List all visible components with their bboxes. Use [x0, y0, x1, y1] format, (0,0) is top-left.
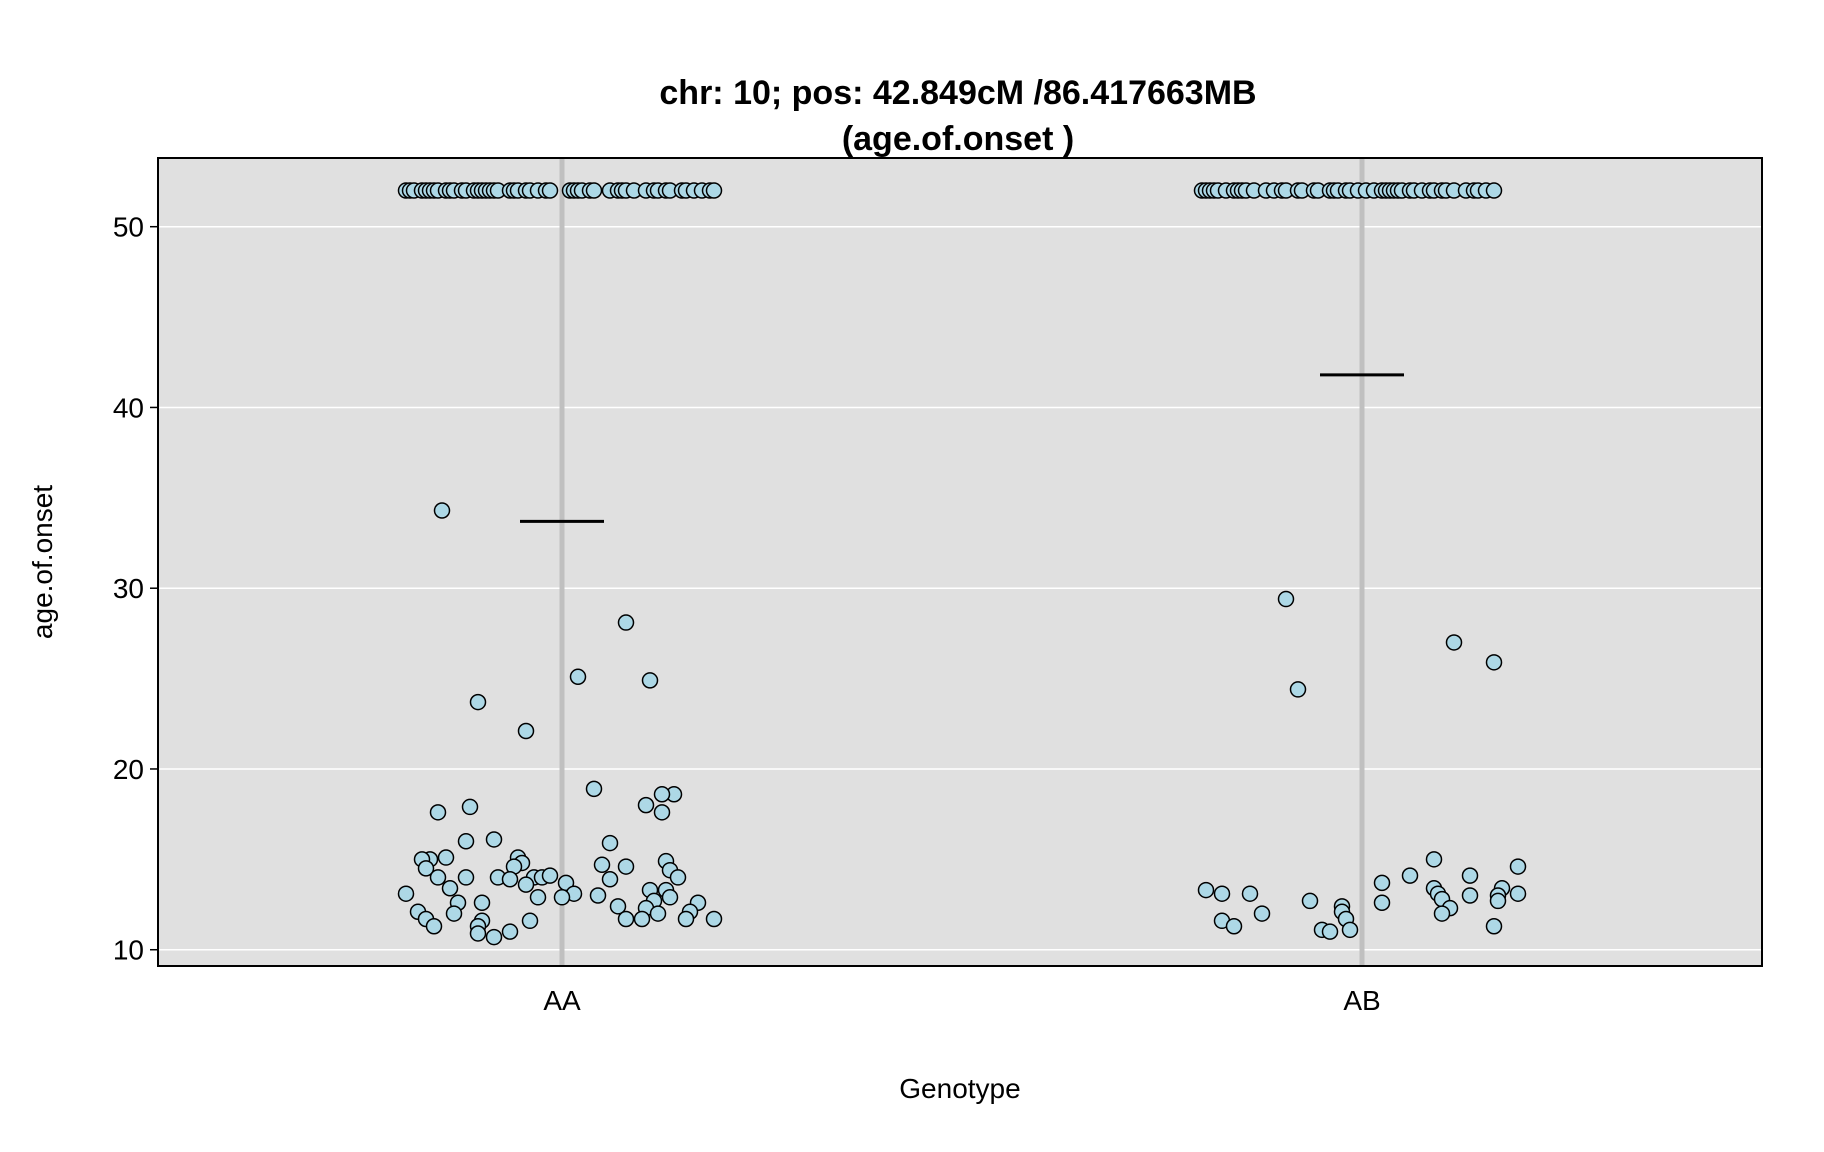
- point-AA-51: [617, 614, 635, 631]
- point-AA-62: [653, 804, 671, 821]
- y-axis-label: age.of.onset: [27, 485, 58, 639]
- chart-title-line2: (age.of.onset ): [842, 120, 1074, 158]
- point-AB-46: [1277, 590, 1295, 608]
- point-AA-99: [473, 894, 491, 911]
- point-AB-47: [1445, 634, 1463, 651]
- point-AA-88: [441, 880, 459, 897]
- point-AB-63: [1509, 885, 1527, 902]
- x-tick-label-AB: AB: [1343, 985, 1380, 1016]
- point-AB-57: [1197, 881, 1215, 899]
- x-tick-label-AA: AA: [543, 985, 581, 1016]
- point-AB-71: [1253, 905, 1271, 922]
- point-AB-72: [1433, 905, 1451, 922]
- mean-lines: [520, 373, 1404, 523]
- point-AA-78: [457, 869, 475, 886]
- point-AB-65: [1489, 892, 1507, 910]
- point-AA-96: [661, 889, 679, 906]
- point-AA-63: [485, 831, 503, 848]
- y-tick-label-20: 20: [113, 754, 144, 785]
- gridlines: [158, 225, 1762, 951]
- point-AB-75: [1225, 917, 1243, 935]
- point-AB-59: [1241, 885, 1259, 902]
- point-AB-79: [1321, 923, 1339, 940]
- point-AA-100: [609, 898, 627, 915]
- point-AB-54: [1373, 874, 1391, 892]
- point-AA-33: [585, 182, 603, 199]
- point-AA-118: [501, 923, 519, 940]
- point-AA-68: [437, 849, 455, 866]
- point-AA-52: [569, 668, 587, 686]
- point-AB-78: [1341, 921, 1359, 939]
- point-AA-110: [617, 910, 635, 928]
- point-AA-49: [705, 182, 723, 199]
- point-AA-112: [677, 910, 695, 928]
- point-AA-60: [461, 798, 479, 816]
- point-AA-80: [501, 870, 519, 888]
- point-AA-83: [541, 867, 559, 884]
- plot-frame: [157, 157, 1763, 967]
- point-AB-50: [1425, 851, 1443, 868]
- point-AB-66: [1301, 892, 1319, 910]
- point-AB-45: [1485, 182, 1503, 199]
- point-AA-58: [653, 786, 671, 803]
- point-AB-61: [1461, 887, 1479, 904]
- point-AA-61: [429, 804, 447, 821]
- point-AB-53: [1401, 867, 1419, 884]
- chart-title-line1: chr: 10; pos: 42.849cM /86.417663MB: [659, 74, 1256, 112]
- point-AA-64: [457, 833, 475, 850]
- point-AA-109: [521, 912, 539, 930]
- y-tick-label-50: 50: [113, 212, 144, 243]
- point-AA-93: [529, 889, 547, 906]
- x-axis-ticks: AA AB: [543, 985, 1380, 1016]
- x-axis-label: Genotype: [899, 1073, 1020, 1104]
- point-AA-117: [485, 928, 503, 946]
- plot-panel: [158, 158, 1762, 966]
- point-AA-84: [601, 870, 619, 888]
- point-AB-67: [1373, 894, 1391, 911]
- point-AA-111: [633, 910, 651, 928]
- point-AB-58: [1213, 885, 1231, 902]
- data-points: [397, 182, 1527, 946]
- point-AB-76: [1485, 917, 1503, 935]
- point-AA-74: [617, 858, 635, 875]
- point-AA-65: [601, 834, 619, 852]
- point-AA-72: [593, 856, 611, 874]
- y-tick-label-30: 30: [113, 573, 144, 604]
- point-AA-54: [469, 693, 487, 711]
- point-AA-50: [433, 502, 451, 519]
- point-AA-91: [397, 885, 415, 902]
- point-AA-59: [637, 796, 655, 814]
- point-AA-86: [517, 876, 535, 893]
- point-AA-104: [445, 905, 463, 922]
- y-tick-label-10: 10: [113, 935, 144, 966]
- point-AA-105: [649, 905, 667, 922]
- point-AB-48: [1485, 654, 1503, 671]
- y-axis-ticks: 10 20 30 40 50: [113, 212, 158, 966]
- point-AA-114: [425, 917, 443, 935]
- point-AA-116: [469, 925, 487, 942]
- point-AB-49: [1289, 681, 1307, 698]
- category-center-lines: [559, 158, 1365, 966]
- point-AA-85: [669, 869, 687, 886]
- point-AA-27: [541, 182, 559, 199]
- point-AA-75: [417, 860, 435, 877]
- point-AA-53: [641, 672, 659, 689]
- y-tick-label-40: 40: [113, 392, 144, 423]
- point-AA-77: [429, 869, 447, 886]
- point-AA-113: [705, 910, 723, 928]
- point-AA-94: [553, 889, 571, 906]
- point-AB-51: [1509, 858, 1527, 875]
- point-AA-95: [589, 887, 607, 904]
- point-AA-55: [517, 722, 535, 740]
- point-AB-52: [1461, 867, 1479, 884]
- point-AA-56: [585, 780, 603, 798]
